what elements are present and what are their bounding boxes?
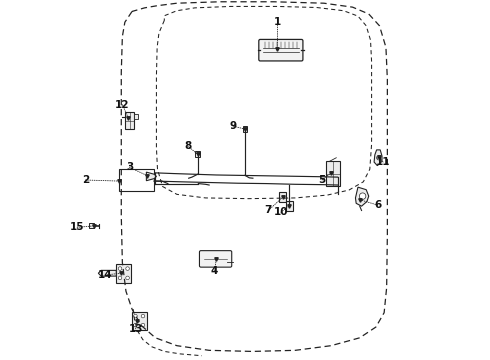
Bar <box>243 126 247 132</box>
Text: 11: 11 <box>376 157 391 167</box>
FancyBboxPatch shape <box>199 251 232 267</box>
Text: 12: 12 <box>115 100 130 110</box>
Bar <box>125 112 134 130</box>
Text: 13: 13 <box>128 324 143 334</box>
Circle shape <box>134 323 137 327</box>
Text: 10: 10 <box>273 207 288 217</box>
Text: 5: 5 <box>318 175 326 185</box>
Bar <box>89 224 95 228</box>
FancyBboxPatch shape <box>259 40 303 61</box>
Polygon shape <box>98 270 116 276</box>
Bar <box>132 312 147 329</box>
Text: 7: 7 <box>265 206 272 216</box>
Bar <box>286 201 293 211</box>
Circle shape <box>134 314 137 318</box>
Polygon shape <box>355 187 368 206</box>
Text: 14: 14 <box>98 270 112 280</box>
Text: 2: 2 <box>82 175 89 185</box>
Circle shape <box>118 267 122 270</box>
Polygon shape <box>374 150 382 166</box>
Circle shape <box>141 314 145 318</box>
Text: 8: 8 <box>184 141 191 151</box>
Circle shape <box>126 276 129 280</box>
Circle shape <box>359 193 366 199</box>
Polygon shape <box>147 172 156 181</box>
Circle shape <box>126 267 129 270</box>
Bar <box>279 192 286 202</box>
Circle shape <box>141 323 145 327</box>
Text: 4: 4 <box>211 266 218 276</box>
Text: 9: 9 <box>230 121 237 131</box>
Bar <box>326 161 340 186</box>
Bar <box>196 151 200 157</box>
Bar <box>116 264 131 283</box>
Circle shape <box>118 276 122 280</box>
Circle shape <box>377 156 381 160</box>
Text: 6: 6 <box>374 200 381 210</box>
Bar <box>134 114 138 119</box>
Text: 15: 15 <box>70 222 84 232</box>
Text: 3: 3 <box>126 162 133 172</box>
Bar <box>119 169 154 192</box>
Text: 1: 1 <box>273 17 281 27</box>
